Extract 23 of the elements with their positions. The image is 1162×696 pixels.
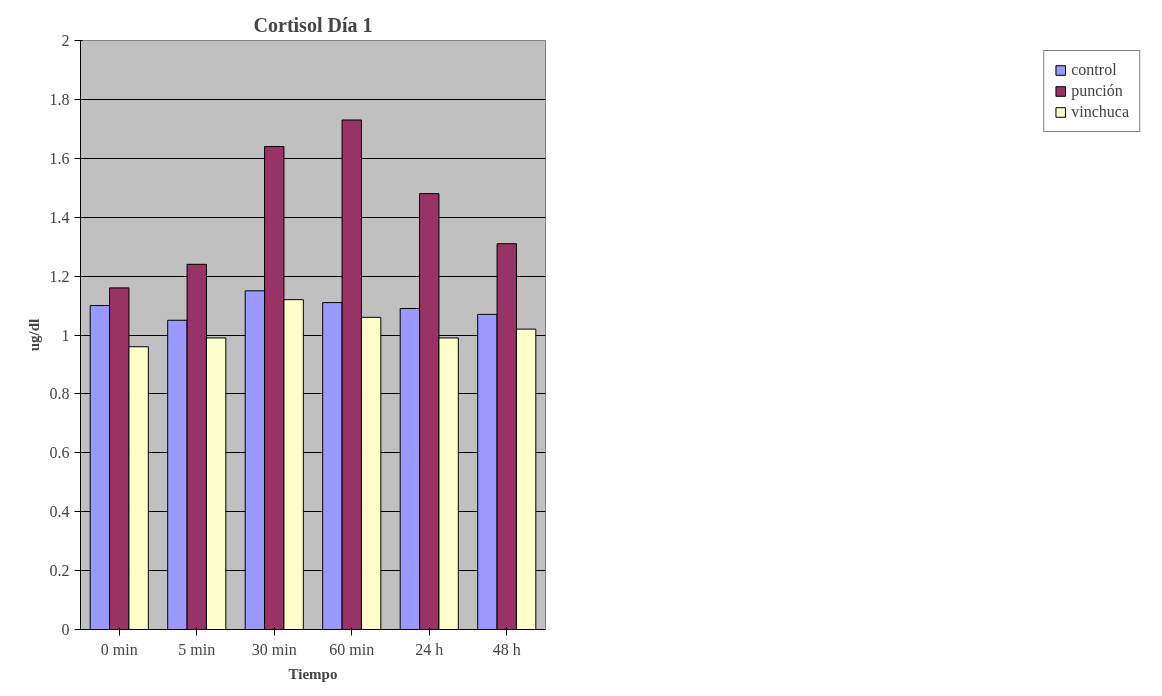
y-axis-title: ug/dl	[25, 318, 42, 352]
y-tick-label: 1.6	[49, 149, 70, 167]
x-tick-label: 0 min	[100, 640, 138, 658]
y-tick-label: 1.4	[49, 208, 70, 226]
chart-title: Cortisol Día 1	[253, 13, 373, 36]
x-tick-label: 48 h	[492, 640, 521, 658]
y-tick-label: 0	[61, 621, 70, 638]
y-tick-label: 0.8	[49, 385, 70, 403]
y-tick-label: 1.2	[49, 267, 70, 285]
y-tick-label: 1	[61, 326, 70, 344]
x-tick-label: 5 min	[178, 640, 216, 658]
x-axis-title: Tiempo	[288, 665, 338, 682]
x-tick-label: 60 min	[329, 640, 375, 658]
legend-label: vinchuca	[1071, 103, 1129, 121]
x-tick-label: 24 h	[415, 640, 444, 658]
legend-label: control	[1071, 61, 1117, 79]
x-tick-label: 30 min	[251, 640, 297, 658]
y-tick-label: 2	[61, 32, 70, 49]
y-tick-label: 0.4	[49, 503, 70, 521]
y-tick-label: 0.6	[49, 444, 70, 462]
y-tick-label: 1.8	[49, 90, 70, 108]
legend-label: punción	[1071, 82, 1123, 100]
y-tick-label: 0.2	[49, 562, 70, 580]
